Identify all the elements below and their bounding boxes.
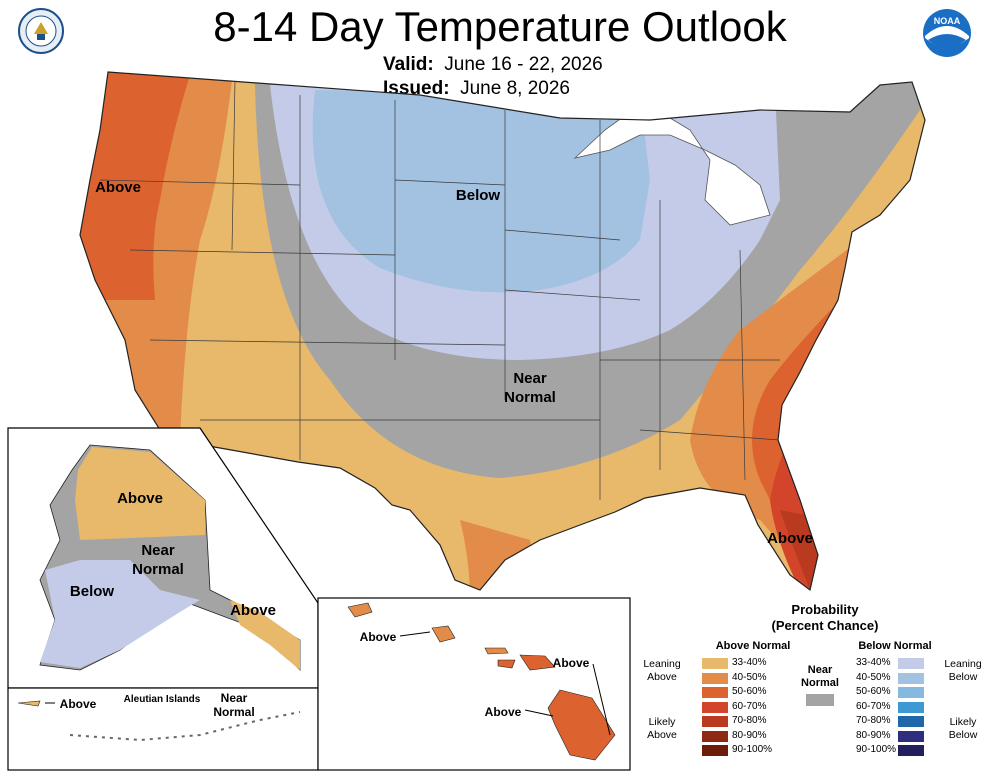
legend-leaning-above-1: Leaning xyxy=(643,658,681,670)
svg-text:NOAA: NOAA xyxy=(934,16,961,26)
label-hi-above-1: Above xyxy=(360,630,397,644)
legend-likely-above-2: Above xyxy=(647,729,677,741)
alaska-inset: Above Near Normal Below Above xyxy=(7,427,319,689)
legend-below-swatch xyxy=(898,687,924,698)
label-hi-above-2: Above xyxy=(553,656,590,670)
noaa-logo-icon: NOAA xyxy=(922,8,972,63)
legend-above-swatch xyxy=(702,672,728,684)
legend-below-swatch xyxy=(898,730,924,742)
state-lines xyxy=(99,79,781,500)
label-below-north: Below xyxy=(456,187,501,204)
legend-below-swatch xyxy=(898,672,924,684)
legend-likely-below: Likely Below xyxy=(940,716,986,742)
header: 8-14 Day Temperature Outlook Valid: June… xyxy=(0,0,1000,100)
issued-value: June 8, 2026 xyxy=(460,78,570,99)
below-core-area xyxy=(312,90,650,293)
legend-likely-above-1: Likely xyxy=(648,716,676,728)
legend-leaning-below: Leaning Below xyxy=(940,658,986,684)
legend-title-2: (Percent Chance) xyxy=(771,618,879,633)
legend-near-label-2: Normal xyxy=(801,677,839,689)
valid-dates: Valid: June 16 - 22, 2026 xyxy=(383,54,603,76)
legend-below-swatch xyxy=(898,658,924,669)
label-aleut-above: Above xyxy=(60,697,97,711)
valid-label: Valid: xyxy=(383,54,434,75)
legend-above-swatch xyxy=(702,658,728,669)
legend-below-range: 90-100% xyxy=(856,744,897,755)
legend-above-swatch xyxy=(702,687,728,698)
label-near-normal-2: Normal xyxy=(504,389,556,406)
commerce-seal-icon xyxy=(18,8,64,59)
legend-above-range: 60-70% xyxy=(732,700,767,712)
legend-likely-below-1: Likely xyxy=(949,716,977,728)
legend-above-range: 70-80% xyxy=(732,715,767,726)
label-ak-above: Above xyxy=(117,490,163,507)
legend-above-range: 40-50% xyxy=(732,671,767,683)
legend-below-header: Below Normal xyxy=(858,640,932,652)
label-ak-near-1: Near xyxy=(141,542,175,559)
label-ak-below: Below xyxy=(70,583,115,600)
page-title: 8-14 Day Temperature Outlook xyxy=(213,3,787,50)
legend-title-1: Probability xyxy=(791,602,859,617)
label-ak-above-panhandle: Above xyxy=(230,602,276,619)
label-near-normal-1: Near xyxy=(513,370,547,387)
label-ak-near-2: Normal xyxy=(132,561,184,578)
legend-leaning-below-2: Below xyxy=(948,671,978,683)
legend-leaning-above-2: Above xyxy=(647,671,677,683)
legend-above-range: 33-40% xyxy=(732,657,767,668)
label-aleut-near-2: Normal xyxy=(213,705,254,719)
label-hi-above-3: Above xyxy=(485,705,522,719)
legend-above-header: Above Normal xyxy=(715,640,791,652)
legend-below-range: 50-60% xyxy=(856,686,891,697)
legend-near-swatch xyxy=(806,694,834,706)
legend-below-range: 60-70% xyxy=(856,700,891,712)
legend-above-range: 50-60% xyxy=(732,686,767,697)
legend-leaning-below-1: Leaning xyxy=(944,658,982,670)
legend-below-swatch xyxy=(898,716,924,727)
label-above-southeast: Above xyxy=(767,530,813,547)
label-above-west: Above xyxy=(95,179,141,196)
legend-likely-above: Likely Above xyxy=(640,716,684,742)
legend-below-range: 80-90% xyxy=(856,729,891,741)
legend-likely-below-2: Below xyxy=(948,729,978,741)
legend-below-range: 70-80% xyxy=(856,715,891,726)
legend-below-swatch xyxy=(898,745,924,756)
legend-below-range: 33-40% xyxy=(856,657,891,668)
legend-above-swatch xyxy=(702,716,728,727)
legend-near-label-1: Near xyxy=(807,664,833,676)
legend-below-swatch xyxy=(898,701,924,713)
probability-legend: Probability (Percent Chance) Above Norma… xyxy=(640,600,990,770)
legend-above-swatch xyxy=(702,745,728,756)
legend-below-range: 40-50% xyxy=(856,671,891,683)
label-aleutian-islands: Aleutian Islands xyxy=(124,694,201,705)
hawaii-inset: Above Above Above xyxy=(317,597,631,771)
aleutian-inset: Above Aleutian Islands Near Normal xyxy=(7,687,319,771)
legend-above-swatch xyxy=(702,730,728,742)
valid-value: June 16 - 22, 2026 xyxy=(444,54,603,75)
label-aleut-near-1: Near xyxy=(221,691,248,705)
legend-leaning-above: Leaning Above xyxy=(640,658,684,684)
legend-above-range: 80-90% xyxy=(732,729,767,741)
legend-above-swatch xyxy=(702,701,728,713)
legend-above-range: 90-100% xyxy=(732,744,773,755)
